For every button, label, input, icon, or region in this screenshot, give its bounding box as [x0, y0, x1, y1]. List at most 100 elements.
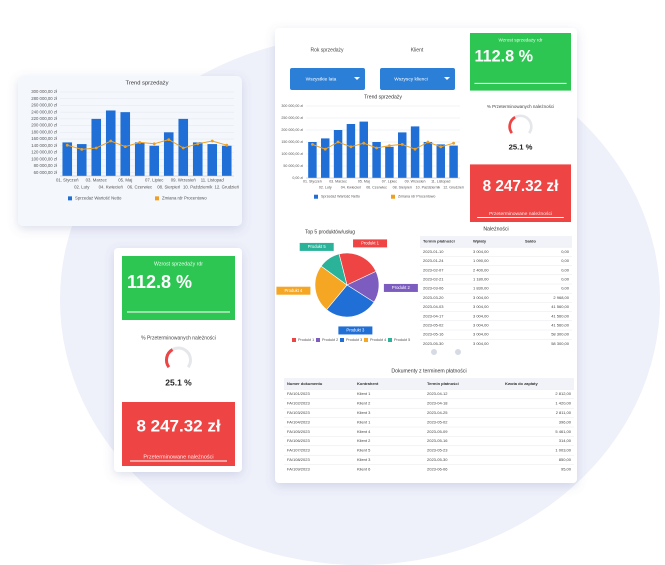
- gauge-value: 25.1 %: [165, 377, 192, 387]
- filter-dropdown[interactable]: [380, 68, 455, 90]
- legend-swatch: [316, 338, 320, 342]
- y-tick-label: 80 000,00 zł: [34, 163, 57, 168]
- bar: [62, 142, 73, 176]
- legend-swatch: [364, 338, 368, 342]
- table-cell: 1 003,00: [555, 448, 571, 453]
- y-tick-label: 120 000,00 zł: [31, 150, 57, 155]
- table-cell: Klient 3: [357, 457, 371, 462]
- table-cell: 2023-02-07: [423, 267, 444, 272]
- chart-title: Trend sprzedaży: [126, 81, 169, 87]
- table-cell: Klient 1: [357, 419, 371, 424]
- table-cell: 2023-01-24: [423, 258, 444, 263]
- legend-swatch: [388, 338, 392, 342]
- trend-point: [123, 145, 127, 149]
- filter-value: Wszyscy klienci: [394, 76, 428, 82]
- y-tick-label: 220 000,00 zł: [31, 116, 57, 121]
- kpi-value: 112.8 %: [475, 48, 534, 66]
- overdue-link: Przeterminowane należności: [489, 211, 552, 217]
- dashboard-panel: [275, 28, 577, 483]
- pie-callout: [353, 239, 388, 248]
- trend-point: [452, 141, 455, 145]
- pie-callout: [276, 286, 311, 295]
- table-cell: 0,00: [561, 267, 570, 272]
- trend-point: [400, 143, 404, 146]
- x-tick-label: 01. Styczeń: [303, 180, 322, 184]
- table-cell: Klient 3: [357, 410, 371, 415]
- trend-point: [152, 142, 156, 146]
- table-cell: 850,00: [559, 457, 572, 462]
- bar: [221, 145, 232, 176]
- y-tick-label: 100 000,00 zł: [31, 156, 57, 161]
- trend-point: [375, 146, 378, 150]
- bar: [410, 126, 420, 178]
- table-cell: 314,00: [559, 438, 572, 443]
- x-tick-label: 10. Październik: [183, 184, 213, 189]
- table-cell: 2023-04-25: [427, 410, 448, 415]
- trend-point: [349, 145, 353, 149]
- x-tick-label: 07. Lipiec: [382, 180, 398, 184]
- pie-callout: [383, 283, 418, 292]
- gauge-value: 25.1 %: [509, 142, 533, 151]
- pie-callout: [299, 242, 334, 251]
- trend-point: [94, 146, 98, 150]
- kpi-value: 112.8 %: [127, 272, 192, 292]
- gauge-arc: [508, 116, 516, 134]
- table-cell: Klient 5: [357, 448, 371, 453]
- table-cell: 1 420,00: [555, 401, 571, 406]
- table-title: Dokumenty z terminem płatności: [391, 368, 466, 374]
- pager-prev[interactable]: [431, 349, 437, 355]
- y-tick-label: 140 000,00 zł: [31, 143, 57, 148]
- table-cell: 3 004,00: [473, 295, 489, 300]
- x-tick-label: 01. Styczeń: [56, 177, 79, 182]
- bar: [163, 132, 174, 176]
- bar: [333, 130, 343, 178]
- trend-point: [225, 143, 229, 147]
- table-cell: 3 004,00: [473, 341, 489, 346]
- column-header: Numer dokumentu: [287, 381, 323, 386]
- table-cell: 0,00: [561, 276, 570, 281]
- legend-label: Sprzedaż Wartość Netto: [321, 195, 360, 199]
- trend-point: [413, 147, 417, 151]
- x-tick-label: 09. Wrzesień: [171, 177, 197, 182]
- column-header: Kontrahent: [357, 381, 379, 386]
- table-cell: 396,00: [559, 419, 572, 424]
- legend-swatch: [68, 196, 72, 201]
- legend-label: Produkt 5: [394, 338, 410, 342]
- x-tick-label: 05. Maj: [118, 177, 132, 182]
- x-tick-label: 12. Grudzień: [443, 185, 464, 189]
- x-tick-label: 04. Kwiecień: [341, 185, 361, 189]
- column-header: Kwota do zapłaty: [505, 381, 538, 386]
- x-tick-label: 12. Grudzień: [214, 184, 239, 189]
- trend-point: [109, 139, 113, 143]
- table-cell: 2023-04-03: [423, 304, 444, 309]
- x-tick-label: 03. Marzec: [86, 177, 108, 182]
- table-cell: 3 004,00: [473, 313, 489, 318]
- y-tick-label: 260 000,00 zł: [31, 103, 57, 108]
- x-tick-label: 06. Czerwiec: [366, 185, 387, 189]
- trend-line: [312, 141, 454, 150]
- table-cell: 2023-03-20: [423, 295, 444, 300]
- filter-label: Klient: [411, 47, 424, 53]
- column-header: Termin płatności: [427, 381, 459, 386]
- filter-value: Wszystkie lata: [306, 76, 337, 82]
- bar: [192, 142, 203, 176]
- trend-point: [426, 140, 430, 144]
- table-cell: 1 180,00: [473, 276, 489, 281]
- table-cell: 3 004,00: [473, 332, 489, 337]
- legend-swatch: [155, 196, 159, 201]
- y-tick-label: 300 000,00 zł: [31, 89, 57, 94]
- bar: [321, 138, 330, 178]
- pager-next[interactable]: [455, 349, 461, 355]
- y-tick-label: 200 000,00 zł: [31, 123, 57, 128]
- x-tick-label: 02. Luty: [319, 185, 332, 189]
- table-cell: Klient 2: [357, 438, 371, 443]
- chart-title: Trend sprzedaży: [364, 94, 402, 100]
- pie-slice: [338, 252, 377, 286]
- table-cell: 2 812,00: [555, 391, 571, 396]
- filter-dropdown[interactable]: [290, 68, 365, 90]
- legend-label: Produkt 2: [322, 338, 338, 342]
- table-title: Należności: [483, 226, 508, 232]
- legend-label: Zmiana rdr Procentowo: [162, 196, 207, 201]
